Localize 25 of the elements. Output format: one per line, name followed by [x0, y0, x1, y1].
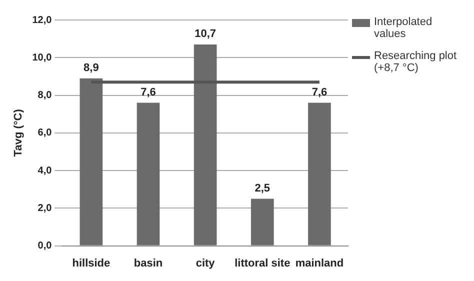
y-tick-label: 8,0 — [38, 90, 52, 102]
y-tick-label: 10,0 — [32, 52, 52, 64]
bar — [194, 44, 217, 246]
y-tick-label: 4,0 — [38, 165, 52, 176]
y-tick-label: 12,0 — [32, 14, 52, 26]
data-label: 8,9 — [84, 62, 99, 74]
data-label: 10,7 — [194, 28, 216, 40]
data-label: 7,6 — [312, 86, 328, 98]
x-tick-label: basin — [134, 257, 163, 270]
bar — [308, 102, 331, 246]
x-tick-label: mainland — [295, 257, 344, 270]
legend-label: Interpolated values — [374, 16, 434, 40]
y-axis-title: Tavg (°C) — [12, 108, 25, 157]
x-tick-label: littoral site — [234, 257, 290, 270]
bar — [250, 198, 274, 246]
y-tick-label: 6,0 — [38, 128, 52, 139]
x-tick-label: hillside — [72, 257, 110, 270]
legend-label: Researching plot (+8,7 °C) — [374, 50, 458, 74]
y-tick-label: 2,0 — [38, 202, 52, 214]
bar — [136, 102, 160, 246]
y-tick-label: 0,0 — [38, 240, 52, 252]
x-tick-label: city — [196, 257, 216, 270]
data-label: 7,6 — [140, 86, 156, 98]
data-label: 2,5 — [254, 182, 270, 194]
bar — [80, 78, 103, 246]
